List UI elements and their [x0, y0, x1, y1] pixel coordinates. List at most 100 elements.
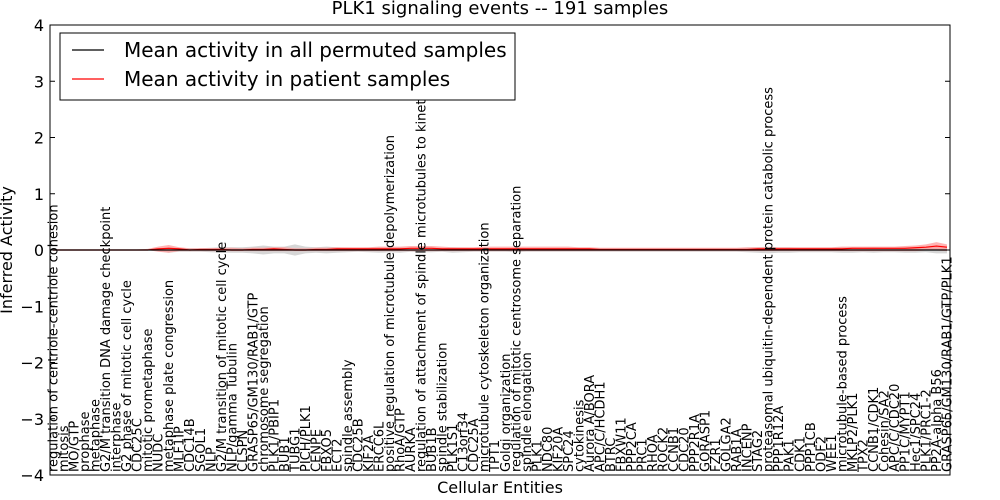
category-label: KIF2A	[362, 435, 377, 472]
category-label: PICH/PLK1	[299, 405, 314, 472]
chart-title: PLK1 signaling events -- 191 samples	[332, 0, 669, 19]
y-tick-label: −1	[20, 297, 44, 316]
category-label: microtubule cytoskeleton organization	[478, 222, 493, 472]
category-label: PRC1	[635, 438, 650, 472]
category-label: CCNB1	[667, 427, 682, 472]
x-axis-label: Cellular Entities	[437, 478, 563, 497]
category-label: BTRC	[604, 438, 619, 472]
category-label: ECT2	[330, 438, 345, 472]
category-label: metaphase plate congression	[162, 280, 177, 472]
y-ticks: 4 3 2 1 0 −1 −2 −3 −4	[20, 16, 950, 485]
category-label: G2/M transition DNA damage checkpoint	[99, 207, 114, 472]
y-tick-label: 4	[34, 16, 44, 35]
category-label: NLP	[204, 447, 219, 472]
category-label: Aurora A/BORA	[583, 375, 598, 472]
legend-label-permuted: Mean activity in all permuted samples	[124, 38, 507, 62]
category-label: INCENP	[741, 423, 756, 472]
series-layer	[53, 245, 948, 251]
category-label: PPP1R12A	[772, 406, 787, 472]
y-axis-label: Inferred Activity	[0, 186, 16, 314]
category-label: NLP/gamma Tubulin	[225, 343, 240, 472]
category-label: cytokinesis	[572, 399, 587, 472]
category-label: spindle elongation	[520, 352, 535, 472]
category-labels: regulation of centriole-centriole cohesi…	[47, 55, 956, 473]
category-label: PLK1/PRC1-2	[919, 389, 934, 472]
category-label: Golgi organization	[499, 354, 514, 472]
category-label: mitotic prometaphase	[141, 328, 156, 472]
category-label: TPT1	[488, 440, 503, 473]
category-label: APC/C/CDC20	[888, 384, 903, 472]
category-label: GOLGA2	[720, 417, 735, 472]
category-label: GORASP1	[699, 410, 714, 472]
category-label: SGOL1	[194, 428, 209, 472]
category-label: CDK1	[793, 436, 808, 472]
category-label: CENPE	[309, 429, 324, 472]
category-label: spindle assembly	[341, 359, 356, 472]
category-label: Hec1/SPC24	[909, 393, 924, 472]
category-label: PPP2CA	[625, 422, 640, 472]
category-label: RAB1A	[730, 428, 745, 472]
category-label: PAK1	[783, 439, 798, 472]
category-label: FBXO5	[320, 429, 335, 472]
y-tick-label: 2	[34, 129, 44, 148]
y-tick-label: −3	[20, 410, 44, 429]
category-label: ODF2	[814, 436, 829, 472]
category-label: PLK1/PBIP1	[267, 399, 282, 472]
category-label: GRASP65/GM130/RAB1/GTP/PLK1	[941, 256, 956, 472]
category-label: metaphase	[89, 399, 104, 472]
category-label: AURKA	[404, 427, 419, 472]
category-label: CDC25A	[467, 418, 482, 472]
y-tick-label: −2	[20, 354, 44, 373]
category-label: ROCK2	[657, 427, 672, 472]
category-label: FBXW11	[614, 417, 629, 472]
category-label: regulation of mitotic centrosome separat…	[509, 186, 524, 472]
category-label: prophase	[78, 412, 93, 473]
category-label: chromosome segregation	[257, 306, 272, 472]
category-label: KIF20A	[551, 427, 566, 472]
category-label: STAG2	[751, 430, 766, 472]
category-label: Cohesin/SA2	[877, 390, 892, 472]
y-tick-label: 0	[34, 241, 44, 260]
legend: Mean activity in all permuted samples Me…	[59, 32, 516, 101]
category-label: PP1C/MYPT1	[898, 391, 913, 472]
legend-label-patient: Mean activity in patient samples	[124, 67, 450, 91]
category-label: CDC14B	[183, 418, 198, 472]
category-label: ERCC6L	[373, 421, 388, 472]
category-label: SPC24	[562, 430, 577, 472]
category-label: CLSPN	[236, 430, 251, 472]
category-label: WEE1	[825, 434, 840, 472]
category-label: C13orf34	[457, 412, 472, 472]
category-label: microtubule-based process	[835, 296, 850, 472]
category-label: FZR1	[709, 438, 724, 472]
y-tick-label: 3	[34, 72, 44, 91]
category-label: CDC20	[678, 427, 693, 472]
category-label: PP2A-alpha B56	[930, 369, 945, 472]
category-label: PPP2R1A	[688, 414, 703, 472]
category-label: PPP1CB	[804, 422, 819, 472]
category-label: G2 phase of mitotic cell cycle	[120, 280, 135, 472]
category-label: RhoA/GTP	[394, 408, 409, 472]
category-label: BUB1B	[425, 427, 440, 472]
legend-box	[59, 32, 516, 101]
category-label: NUDC	[152, 434, 167, 472]
category-label: GRASP65/GM130/RAB1/GTP	[246, 293, 261, 472]
y-tick-label: −4	[20, 466, 44, 485]
category-label: APC/C/HCDH1	[593, 381, 608, 472]
category-label: TPX2	[856, 439, 871, 473]
category-label: PLK1S1	[446, 424, 461, 472]
category-label: mitosis	[57, 425, 72, 472]
category-label: G2/M transition of mitotic cell cycle	[215, 242, 230, 472]
category-label: CCNB1/CDK1	[867, 387, 882, 472]
category-label: interphase	[110, 402, 125, 472]
category-label: MO/GTP	[68, 421, 83, 472]
category-label: RHOA	[646, 434, 661, 472]
category-label: PLK1	[530, 440, 545, 472]
y-tick-label: 1	[34, 185, 44, 204]
category-label: NDC80	[541, 427, 556, 472]
category-label: TUBG1	[288, 428, 303, 474]
category-label: CDC25B	[352, 418, 367, 472]
category-label: regulation of attachment of spindle micr…	[415, 55, 430, 472]
category-label: positive regulation of microtubule depol…	[383, 135, 398, 472]
category-label: MKLP2/PLK1	[846, 393, 861, 472]
